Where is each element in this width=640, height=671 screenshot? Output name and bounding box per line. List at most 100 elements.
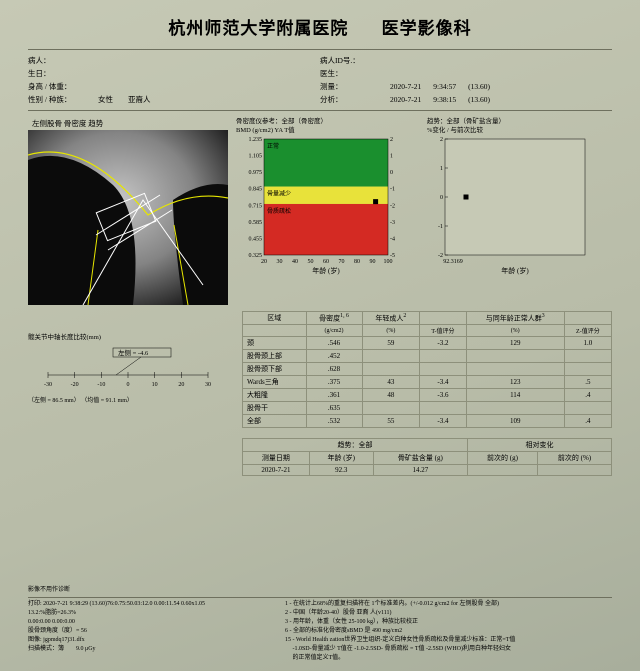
svg-text:30: 30 <box>277 259 283 265</box>
foot-line: 打印: 2020-7-21 9:38:29 (13.60)76:0.75:50.… <box>28 600 285 609</box>
tt-cell: 14.27 <box>373 465 467 476</box>
svg-text:1.235: 1.235 <box>249 137 263 143</box>
svg-text:10: 10 <box>152 382 158 388</box>
ana-ver: (13.60) <box>468 93 490 106</box>
svg-text:90: 90 <box>370 259 376 265</box>
col-hdr: 骨密度1, 6 <box>306 312 362 325</box>
patient-info: 病人： 病人ID号.： 生日： 医生： 身高 / 体重： 测量：2020-7-2… <box>28 54 612 106</box>
ana-date: 2020-7-21 <box>390 93 421 106</box>
svg-text:-3: -3 <box>390 220 395 226</box>
cell: .361 <box>306 389 362 402</box>
svg-text:40: 40 <box>292 259 298 265</box>
cell: 48 <box>362 389 420 402</box>
cell: 全部 <box>243 415 307 428</box>
lbl-doctor: 医生： <box>320 67 390 80</box>
col-hdr <box>564 312 611 325</box>
foot-line: 2 - 中国（年龄20-40）股骨 亚裔 人(v111) <box>285 609 612 618</box>
hospital-name: 杭州师范大学附属医院 <box>168 14 348 39</box>
svg-text:-1: -1 <box>438 224 443 230</box>
cell: 123 <box>466 376 564 389</box>
svg-text:-4: -4 <box>390 236 395 242</box>
foot-line: 股骨颈角度（度）= 56 <box>28 627 285 636</box>
svg-text:0.455: 0.455 <box>249 236 263 242</box>
cell: .635 <box>306 402 362 415</box>
col-sub: (%) <box>466 325 564 337</box>
cell: 55 <box>362 415 420 428</box>
val-sex: 女性 亚裔人 <box>98 93 320 106</box>
lbl-birth: 生日： <box>28 67 98 80</box>
hip-title: 髋关节中轴长度比较(mm) <box>28 331 228 341</box>
hip-sub: （左侧 = 86.5 mm） （均值 = 91.1 mm） <box>28 395 228 404</box>
cell: 大粗隆 <box>243 389 307 402</box>
cell: 129 <box>466 337 564 350</box>
foot-line: 图像: jgpmdq17j31.dfx <box>28 636 285 645</box>
cell: 114 <box>466 389 564 402</box>
tt-hdr: 年龄 (岁) <box>309 452 373 465</box>
hip-compare: 髋关节中轴长度比较(mm) 左侧 = -4.6-30-20-100102030 … <box>28 331 228 476</box>
cell: .4 <box>564 389 611 402</box>
svg-text:-1: -1 <box>390 187 395 193</box>
val-name <box>98 54 320 67</box>
lbl-sex: 性别 / 种族： <box>28 93 98 106</box>
svg-text:年龄 (岁): 年龄 (岁) <box>501 266 529 275</box>
svg-text:80: 80 <box>354 259 360 265</box>
cell: 颈 <box>243 337 307 350</box>
col-sub: (%) <box>362 325 420 337</box>
svg-text:60: 60 <box>323 259 329 265</box>
cell <box>466 402 564 415</box>
svg-text:0.325: 0.325 <box>249 253 263 259</box>
foot-line: 0.00:0.00 0.00:0.00 <box>28 618 285 627</box>
cell <box>362 402 420 415</box>
page-title: 杭州师范大学附属医院 医学影像科 <box>28 14 612 39</box>
tt-cell: 92.3 <box>309 465 373 476</box>
tt-cell: 2020-7-21 <box>243 465 310 476</box>
svg-text:-10: -10 <box>97 382 105 388</box>
svg-text:-20: -20 <box>71 382 79 388</box>
foot-line: 扫描模式：簿 9.0 μGy <box>28 645 285 654</box>
cell: .532 <box>306 415 362 428</box>
val-birth <box>98 67 320 80</box>
svg-text:92.3169: 92.3169 <box>443 259 463 265</box>
lbl-ana: 分析： <box>320 93 390 106</box>
trend-chart: 趋势：全部（骨矿盐含量）%变化 / 与前次比较 210-1-2年龄 (岁)92.… <box>427 117 612 305</box>
cell: 109 <box>466 415 564 428</box>
val-id <box>390 54 612 67</box>
lbl-name: 病人： <box>28 54 98 67</box>
cell: 股骨干 <box>243 402 307 415</box>
disclaimer: 影像不用作诊断 <box>28 586 612 595</box>
cell <box>420 363 466 376</box>
cell: 43 <box>362 376 420 389</box>
cell: .5 <box>564 376 611 389</box>
svg-text:0.975: 0.975 <box>249 170 263 176</box>
tt-cell <box>537 465 611 476</box>
foot-line: 6 - 全部的标准化骨密度sBMD 是 490 mg/cm2 <box>285 627 612 636</box>
bmd-chart: 骨密度仪参考：全部（骨密度）BMD (g/cm2) YA T值 正常骨量减少骨质… <box>236 117 421 305</box>
cell: Wards三角 <box>243 376 307 389</box>
cell: 股骨颈上部 <box>243 350 307 363</box>
tt-hdr: 测量日期 <box>243 452 310 465</box>
svg-text:1: 1 <box>440 166 443 172</box>
col-hdr: 与同年龄正常人群3 <box>466 312 564 325</box>
svg-text:0.715: 0.715 <box>249 203 263 209</box>
val-doctor <box>390 67 612 80</box>
footer-notes: 影像不用作诊断 打印: 2020-7-21 9:38:29 (13.60)76:… <box>28 586 612 663</box>
svg-text:骨质疏松: 骨质疏松 <box>267 207 291 215</box>
svg-text:-2: -2 <box>390 203 395 209</box>
cell: 1.0 <box>564 337 611 350</box>
svg-text:0.585: 0.585 <box>249 220 263 226</box>
bmd-hdr2: BMD (g/cm2) YA T值 <box>236 127 295 134</box>
meas-time: 9:34:57 <box>433 80 456 93</box>
svg-text:2: 2 <box>440 137 443 143</box>
svg-text:20: 20 <box>261 259 267 265</box>
cell: .546 <box>306 337 362 350</box>
ana-time: 9:38:15 <box>433 93 456 106</box>
col-sub <box>243 325 307 337</box>
cell <box>362 350 420 363</box>
region-table: 区域骨密度1, 6年轻成人2与同年龄正常人群3(g/cm2)(%)T-值评分(%… <box>242 311 612 428</box>
svg-text:50: 50 <box>308 259 314 265</box>
svg-text:0: 0 <box>127 382 130 388</box>
svg-text:-30: -30 <box>44 382 52 388</box>
cell: 59 <box>362 337 420 350</box>
svg-text:-2: -2 <box>438 253 443 259</box>
trend-table: 趋势：全部相对变化测量日期年龄 (岁)骨矿盐含量 (g)前次的 (g)前次的 (… <box>242 438 612 476</box>
